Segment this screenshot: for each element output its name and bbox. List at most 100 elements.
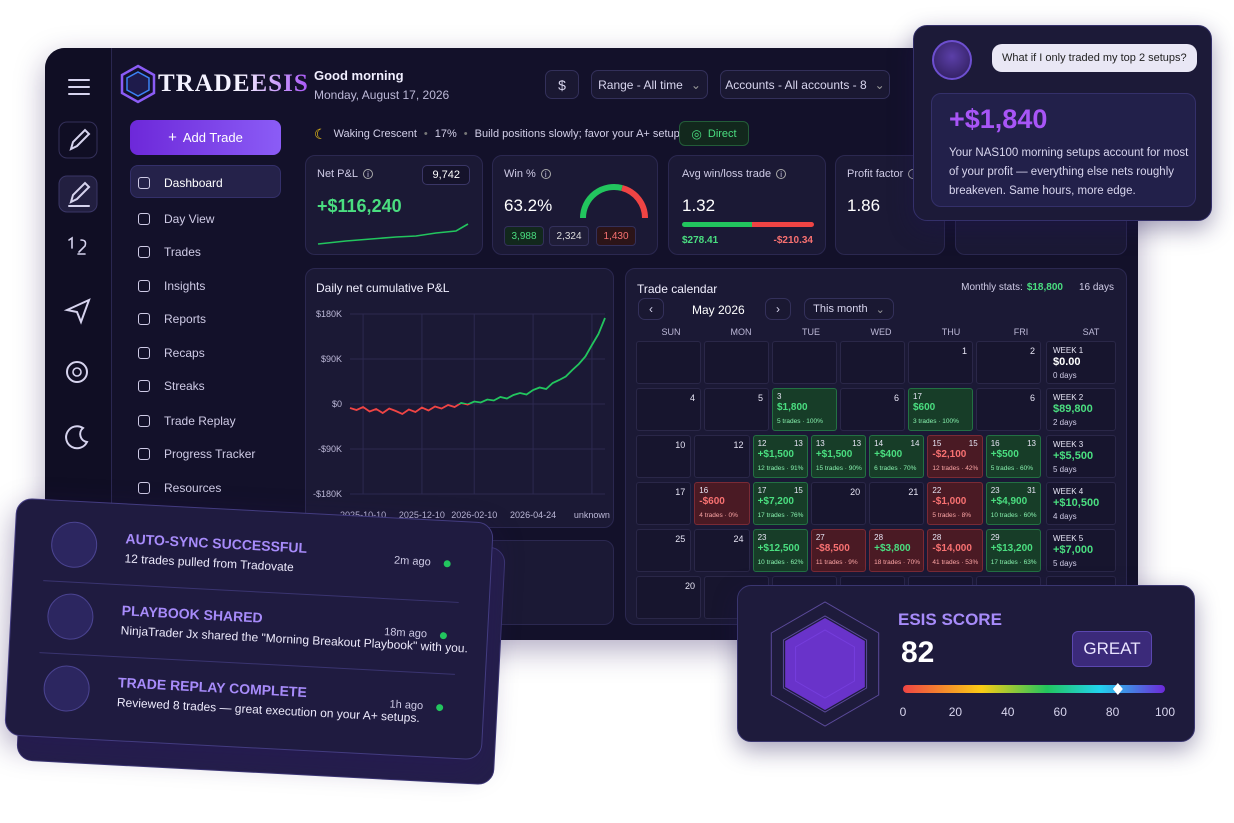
chart-card	[305, 268, 614, 528]
question-bubble: What if I only traded my top 2 setups?	[992, 44, 1197, 72]
day-cell[interactable]: 1	[908, 341, 973, 384]
day-cell[interactable]: 23 31 +$4,900 10 trades · 60%	[985, 482, 1041, 525]
nav-item[interactable]: Reports	[138, 310, 206, 328]
day-cell[interactable]: 23 +$12,500 10 trades · 62%	[752, 529, 808, 572]
day-pnl: +$12,500	[757, 543, 800, 554]
day-extra: 13	[1027, 439, 1036, 448]
day-date: 16	[990, 439, 1000, 448]
day-cell[interactable]: 13 13 +$1,500 15 trades · 90%	[810, 435, 867, 478]
logo-icon	[120, 64, 156, 104]
stats-label: Monthly stats:	[961, 282, 1023, 293]
nav-item[interactable]: Progress Tracker	[138, 445, 255, 463]
day-cell[interactable]: 22 -$1,000 5 trades · 8%	[927, 482, 983, 525]
nav-item[interactable]: Dashboard	[138, 174, 223, 192]
day-cell[interactable]: 17	[636, 482, 692, 525]
notification-icon[interactable]	[42, 664, 91, 713]
week-label: WEEK 4	[1053, 487, 1084, 496]
week-days: 2 days	[1053, 418, 1077, 427]
day-cell[interactable]: 20	[810, 482, 867, 525]
day-date: 17	[757, 486, 767, 495]
day-date: 25	[675, 534, 686, 544]
day-cell[interactable]: 16 13 +$500 5 trades · 60%	[985, 435, 1041, 478]
insight-amount: +$1,840	[949, 104, 1048, 134]
day-cell[interactable]: 6	[976, 388, 1041, 431]
day-date: 4	[689, 393, 695, 403]
sparkline	[317, 223, 469, 245]
menu-icon[interactable]	[68, 79, 90, 95]
journal-icon[interactable]	[68, 181, 91, 207]
day-cell[interactable]: 3 $1,800 5 trades · 100%	[772, 388, 837, 431]
notification-icon[interactable]	[46, 592, 95, 641]
nav-item[interactable]: Streaks	[138, 377, 205, 395]
nav-item[interactable]: Recaps	[138, 344, 205, 362]
day-extra: 31	[1027, 486, 1036, 495]
nav-icon	[138, 280, 150, 292]
week-summary: WEEK 2 $89,800 2 days	[1046, 388, 1116, 431]
nav-item[interactable]: Day View	[138, 210, 214, 228]
scale-tick-label: 40	[1001, 705, 1015, 719]
day-cell[interactable]: 10	[636, 435, 692, 478]
nav-item[interactable]: Trades	[138, 243, 201, 261]
day-cell[interactable]: 15 15 -$2,100 12 trades · 42%	[927, 435, 983, 478]
scale-tick-label: 0	[900, 705, 907, 719]
edit-icon[interactable]	[69, 128, 91, 151]
day-cell[interactable]: 16 -$600 4 trades · 0%	[694, 482, 750, 525]
day-cell[interactable]: 27 -$8,500 11 trades · 9%	[810, 529, 867, 572]
nav-item[interactable]: Resources	[138, 479, 221, 497]
period-select[interactable]: This month ⌄	[804, 298, 894, 320]
week-summary: WEEK 3 +$5,500 5 days	[1046, 435, 1116, 478]
day-cell[interactable]: 12 13 +$1,500 12 trades · 91%	[752, 435, 808, 478]
day-cell[interactable]: 20	[636, 576, 701, 619]
nav-label: Day View	[164, 212, 215, 226]
day-trades: 6 trades · 70%	[874, 465, 917, 472]
day-cell[interactable]: 21	[869, 482, 925, 525]
moon-glyph: ☾	[314, 125, 327, 142]
nav-item[interactable]: Insights	[138, 277, 205, 295]
next-month[interactable]: ›	[765, 298, 791, 320]
x-tick-label: 2026-04-24	[510, 510, 556, 520]
weekday: SAT	[1082, 327, 1100, 337]
x-tick-label: unknown	[574, 510, 610, 520]
badge-label: Direct	[707, 127, 737, 140]
week-label: WEEK 1	[1053, 346, 1084, 355]
day-cell	[704, 341, 769, 384]
prev-month[interactable]: ‹	[638, 298, 664, 320]
day-cell[interactable]: 5	[704, 388, 769, 431]
day-cell[interactable]: 25	[636, 529, 692, 572]
nav-item[interactable]: Trade Replay	[138, 412, 236, 430]
week-value: +$10,500	[1053, 497, 1100, 509]
direct-badge[interactable]: ◎ Direct	[679, 121, 749, 146]
pnl-line	[349, 317, 606, 416]
day-trades: 17 trades · 76%	[757, 512, 804, 519]
day-trades: 15 trades · 90%	[815, 465, 862, 472]
day-cell[interactable]: 28 -$14,000 41 trades · 53%	[927, 529, 983, 572]
target-icon[interactable]	[66, 361, 88, 383]
day-cell[interactable]: 4	[636, 388, 701, 431]
currency-button[interactable]: $	[545, 70, 579, 99]
day-pnl: +$400	[874, 449, 903, 460]
score-card: ESIS SCORE 82 GREAT 0 20 40 60 80 100	[737, 585, 1195, 742]
day-cell[interactable]: 28 +$3,800 18 trades · 70%	[869, 529, 925, 572]
numbers-icon[interactable]	[68, 236, 87, 255]
day-cell[interactable]: 29 +$13,200 17 trades · 63%	[985, 529, 1041, 572]
accounts-select[interactable]: Accounts - All accounts - 8 ⌄	[720, 70, 890, 99]
day-date: 5	[757, 393, 763, 403]
day-cell[interactable]: 17 15 +$7,200 17 trades · 76%	[752, 482, 808, 525]
day-cell[interactable]: 6	[840, 388, 905, 431]
day-trades: 5 trades · 60%	[990, 465, 1033, 472]
score-scale: 0 20 40 60 80 100	[900, 683, 1175, 719]
add-trade-button[interactable]: + Add Trade	[130, 120, 281, 155]
monthly-stats: Monthly stats: $18,800 16 days	[961, 282, 1114, 293]
send-icon[interactable]	[63, 298, 91, 325]
notification-icon[interactable]	[49, 520, 99, 569]
day-cell[interactable]: 12	[694, 435, 750, 478]
day-cell[interactable]: 2	[976, 341, 1041, 384]
day-cell[interactable]: 17 $600 3 trades · 100%	[908, 388, 973, 431]
edit-icon-frame[interactable]	[58, 121, 98, 159]
status-dot	[443, 560, 451, 568]
range-select[interactable]: Range - All time ⌄	[591, 70, 708, 99]
day-pnl: $600	[913, 402, 936, 413]
day-cell[interactable]: 14 14 +$400 6 trades · 70%	[869, 435, 925, 478]
day-cell[interactable]: 24	[694, 529, 750, 572]
moon-icon[interactable]	[65, 425, 89, 450]
